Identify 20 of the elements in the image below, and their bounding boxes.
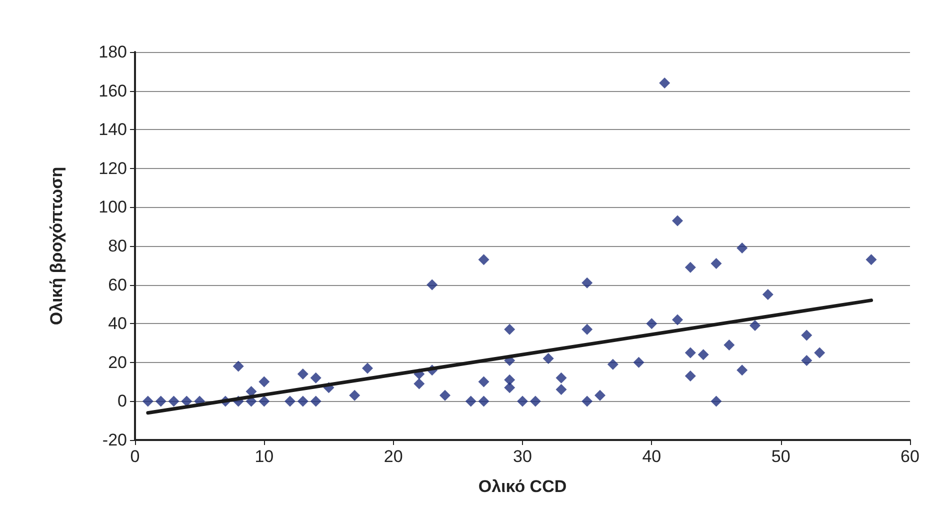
y-tick-label: 140 xyxy=(98,120,127,140)
x-tick-label: 10 xyxy=(254,447,274,466)
x-tick-label: 0 xyxy=(130,447,140,466)
x-tick-label: 30 xyxy=(513,447,532,466)
x-tick-label: 50 xyxy=(771,447,790,466)
x-axis-title: Ολικό CCD xyxy=(478,477,567,496)
y-tick-label: 40 xyxy=(108,314,127,334)
y-tick-label: -20 xyxy=(102,430,127,450)
y-tick-label: 180 xyxy=(98,42,127,62)
y-axis-title: Ολική βροχόπτωση xyxy=(47,166,66,326)
x-tick-label: 20 xyxy=(384,447,403,466)
y-tick-label: 100 xyxy=(98,198,127,217)
y-tick-label: 60 xyxy=(108,275,127,294)
y-tick-label: 80 xyxy=(108,236,127,256)
y-tick-label: 120 xyxy=(98,158,127,178)
x-tick-label: 60 xyxy=(900,447,920,466)
y-tick-label: 160 xyxy=(98,81,127,100)
y-tick-label: 20 xyxy=(108,352,127,372)
x-tick-label: 40 xyxy=(642,447,662,466)
y-tick-label: 0 xyxy=(118,392,127,411)
